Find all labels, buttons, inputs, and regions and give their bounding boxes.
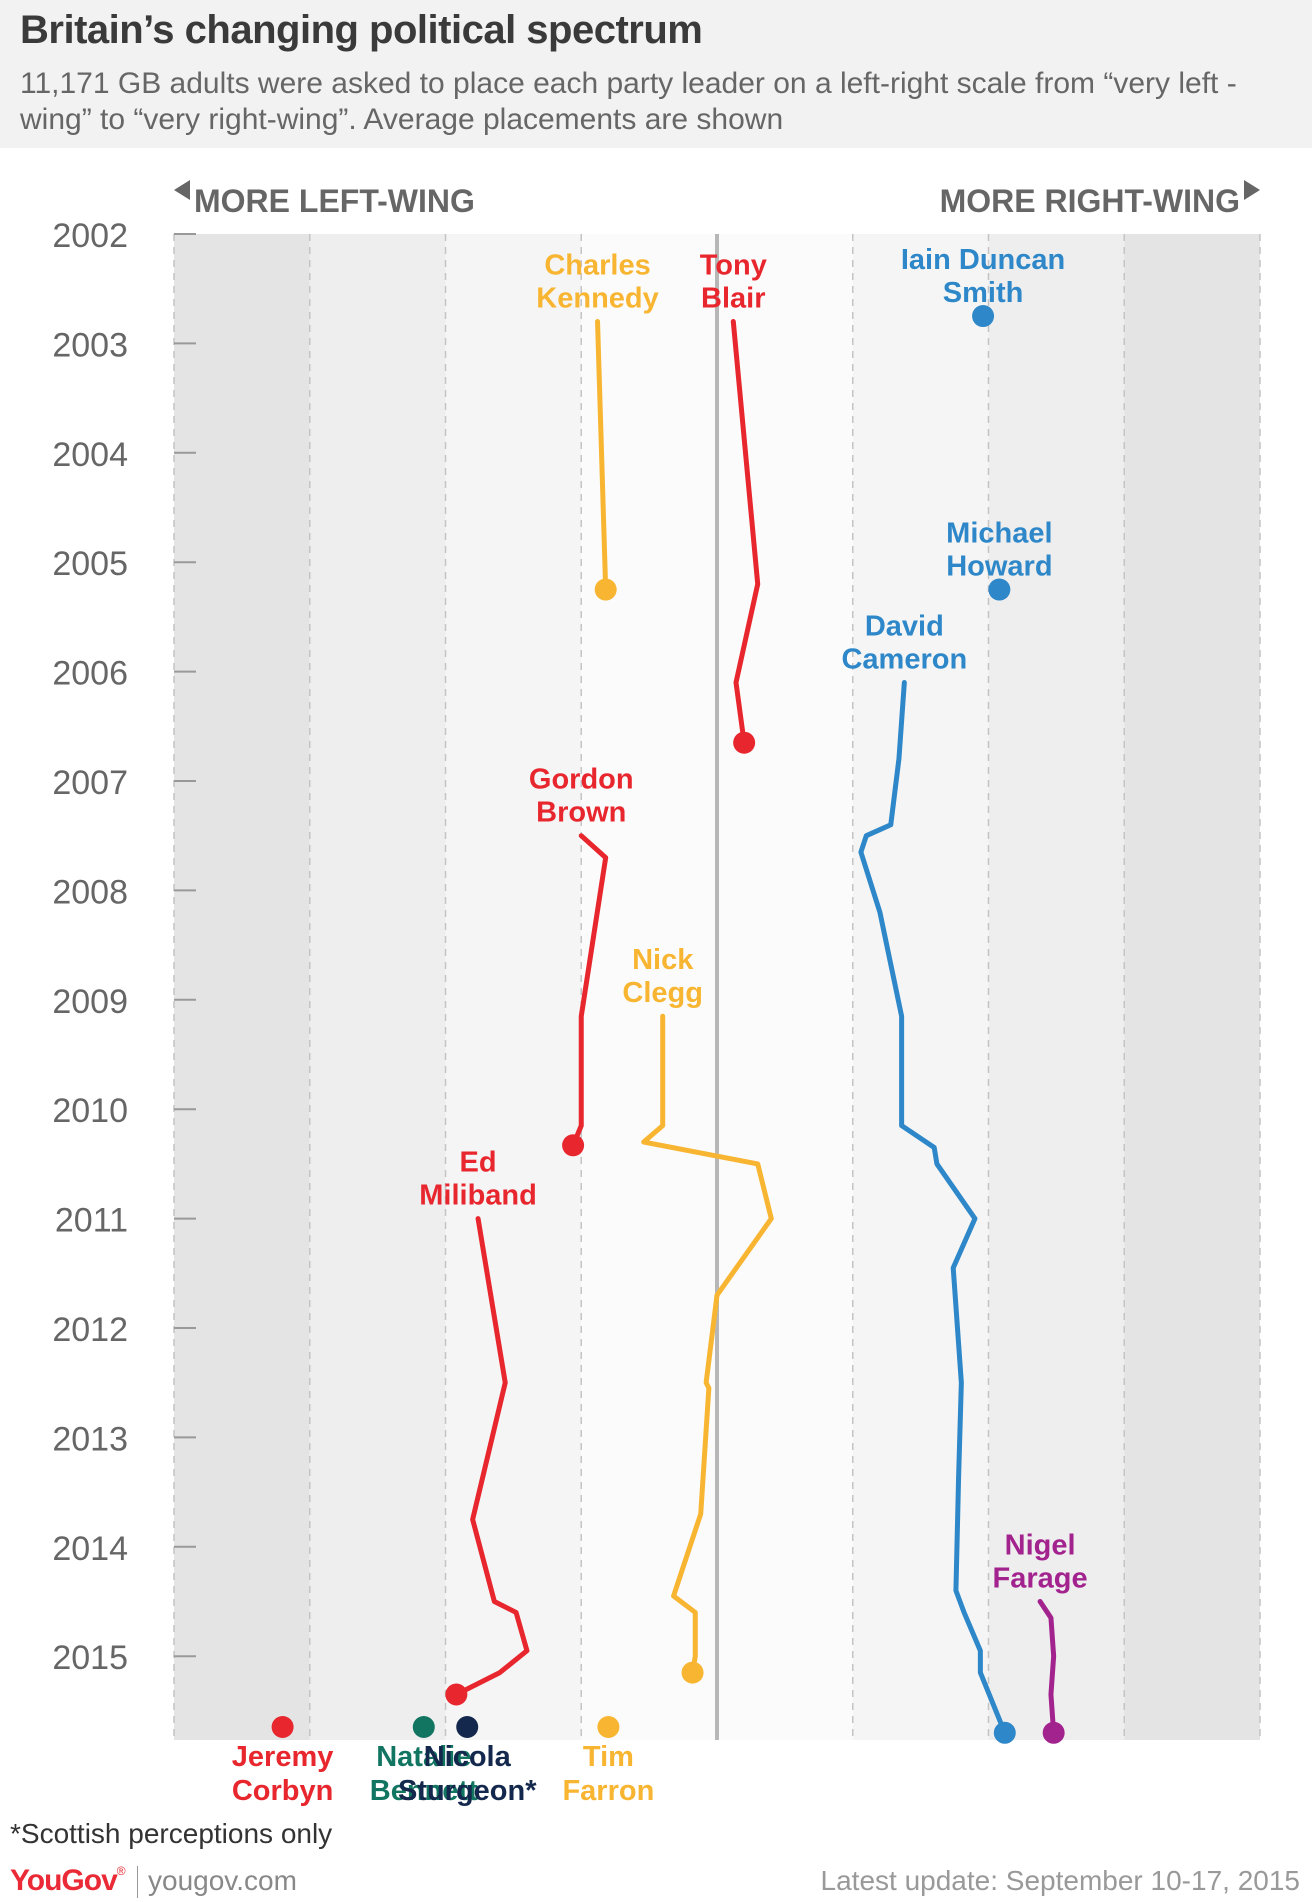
series-label-nick-clegg: Nick Clegg [622, 944, 703, 1009]
leader-series [445, 305, 1065, 1744]
year-tick-label: 2013 [52, 1420, 128, 1458]
current-dot-tim-farron [597, 1716, 620, 1738]
year-tick-label: 2004 [52, 436, 128, 474]
axis-labels: MORE LEFT-WING MORE RIGHT-WING [174, 180, 1260, 219]
year-axis: 2002 2003 2004 2005 2006 2007 2008 2009 2010 2011… [52, 217, 196, 1677]
series-line-gordon-brown [570, 833, 609, 1148]
current-label-tim-farron: Tim Farron [562, 1741, 654, 1807]
year-tick-label: 2008 [52, 873, 128, 911]
series-dot-david-cameron [993, 1721, 1016, 1744]
current-dot-jeremy-corbyn [271, 1716, 294, 1738]
series-label-iain-duncan-smith: Iain Duncan Smith [901, 244, 1065, 309]
series-label-michael-howard: Michael Howard [946, 518, 1052, 583]
left-wing-label: MORE LEFT-WING [194, 183, 475, 219]
background-band [852, 234, 989, 1740]
background-band [309, 234, 446, 1740]
background-band [988, 234, 1125, 1740]
series-dot-charles-kennedy [594, 578, 617, 601]
site-link[interactable]: yougov.com [148, 1865, 297, 1896]
series-dot-nigel-farage [1042, 1721, 1065, 1744]
current-dot-natalie-bennett [412, 1716, 435, 1738]
right-wing-label: MORE RIGHT-WING [940, 183, 1240, 219]
series-label-charles-kennedy: Charles Kennedy [536, 250, 658, 315]
year-tick-label: 2006 [52, 655, 128, 693]
registered-mark: ® [116, 1864, 126, 1878]
current-label-natalie-bennett: Natalie Bennett [370, 1741, 478, 1807]
year-tick-label: 2009 [52, 983, 128, 1021]
year-tick-label: 2002 [52, 217, 128, 255]
current-label-nicola-sturgeon: Nicola Sturgeon* [398, 1741, 537, 1807]
footer: YouGov® yougov.com Latest update: Septem… [0, 1862, 1312, 1902]
series-line-david-cameron [858, 680, 1008, 1736]
year-tick-label: 2012 [52, 1311, 128, 1349]
footnote: *Scottish perceptions only [10, 1818, 333, 1849]
background-band [717, 234, 853, 1740]
yougov-logo[interactable]: YouGov® [10, 1864, 126, 1898]
series-dot-tony-blair [733, 731, 756, 754]
series-line-tony-blair [730, 319, 761, 746]
background-band [174, 234, 310, 1740]
current-dot-nicola-sturgeon [456, 1716, 479, 1738]
series-label-tony-blair: Tony Blair [700, 250, 767, 315]
page-subtitle: 11,171 GB adults were asked to place eac… [20, 67, 1237, 136]
current-label-jeremy-corbyn: Jeremy Corbyn [232, 1741, 334, 1807]
year-tick-label: 2014 [52, 1530, 128, 1568]
chart-background-bands [174, 234, 1260, 1740]
last-update: Latest update: September 10-17, 2015 [820, 1865, 1300, 1896]
page-title: Britain’s changing political spectrum [20, 8, 703, 52]
series-dot-ed-miliband [445, 1683, 468, 1706]
series-dot-gordon-brown [562, 1134, 585, 1157]
year-tick-label: 2011 [55, 1202, 128, 1240]
year-tick-label: 2007 [52, 764, 128, 802]
header: Britain’s changing political spectrum 11… [0, 0, 1312, 148]
series-label-gordon-brown: Gordon Brown [529, 764, 634, 829]
right-arrow-icon [1244, 180, 1260, 200]
series-line-ed-miliband [453, 1216, 530, 1697]
background-band [445, 234, 582, 1740]
series-label-david-cameron: David Cameron [841, 611, 967, 676]
series-label-nigel-farage: Nigel Farage [993, 1530, 1088, 1595]
series-label-ed-miliband: Ed Miliband [419, 1147, 537, 1212]
footer-divider [137, 1866, 138, 1898]
year-tick-label: 2003 [52, 326, 128, 364]
year-tick-label: 2010 [52, 1092, 128, 1130]
series-dot-michael-howard [988, 578, 1011, 601]
series-line-charles-kennedy [595, 319, 609, 593]
series-line-nigel-farage [1037, 1599, 1057, 1736]
series-dot-nick-clegg [681, 1661, 704, 1684]
year-tick-label: 2005 [52, 545, 128, 583]
left-arrow-icon [174, 180, 190, 200]
series-line-nick-clegg [641, 1013, 774, 1676]
leader-labels: Tony Blair Charles Kennedy Iain Duncan Smith M… [419, 244, 1087, 1594]
background-band [1124, 234, 1260, 1740]
chart-gridlines [173, 234, 1261, 1740]
logo-text: YouGov [10, 1864, 118, 1897]
year-tick-label: 2015 [52, 1639, 128, 1677]
series-dot-iain-duncan-smith [972, 305, 995, 328]
